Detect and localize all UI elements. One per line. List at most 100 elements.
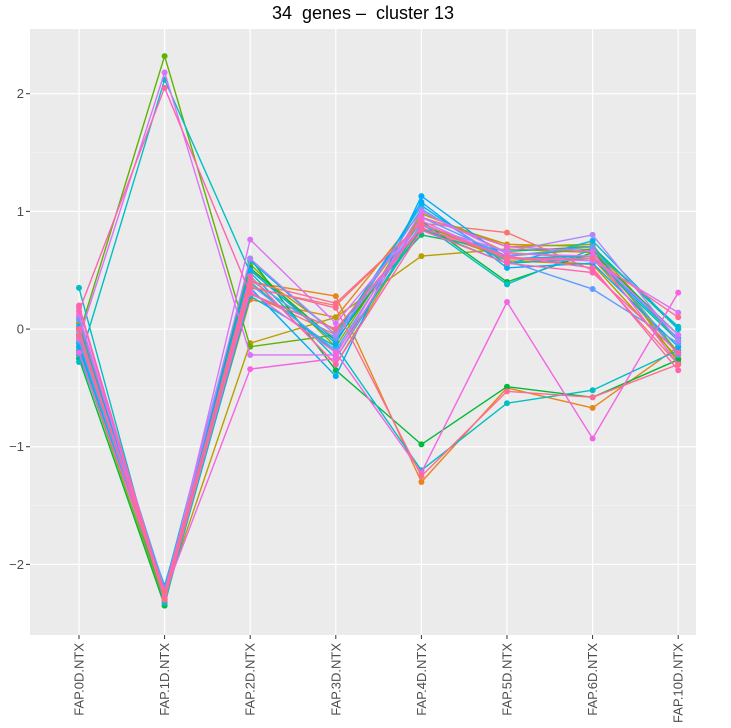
data-point xyxy=(675,349,682,356)
data-point xyxy=(418,253,425,260)
data-point xyxy=(332,293,339,300)
data-point xyxy=(332,326,339,333)
x-tick-label: FAP.3D.NTX xyxy=(328,643,343,716)
series-line xyxy=(78,287,679,604)
data-point xyxy=(332,349,339,356)
data-point xyxy=(504,298,510,305)
series-group xyxy=(76,53,682,609)
data-point xyxy=(247,255,254,262)
data-point xyxy=(675,326,682,333)
y-tick-label: 2 xyxy=(17,86,24,101)
data-point xyxy=(675,356,682,363)
grid-lines xyxy=(30,29,696,635)
x-tick-label: FAP.5D.NTX xyxy=(500,643,515,716)
data-point xyxy=(332,331,339,338)
data-point xyxy=(675,314,682,321)
data-point xyxy=(675,289,682,296)
series-line xyxy=(78,286,679,601)
data-point xyxy=(589,243,596,250)
data-point xyxy=(247,236,254,243)
series-line xyxy=(78,216,679,595)
data-point xyxy=(589,237,596,244)
data-point xyxy=(161,69,168,76)
series-28 xyxy=(76,283,682,603)
data-point xyxy=(504,243,510,250)
data-point xyxy=(589,255,596,262)
data-point xyxy=(504,383,510,390)
data-point xyxy=(589,387,596,394)
data-point xyxy=(589,394,596,401)
data-point xyxy=(161,84,168,91)
data-point xyxy=(247,351,254,358)
data-point xyxy=(418,441,425,448)
plot-panel xyxy=(30,29,696,635)
data-point xyxy=(418,198,425,205)
series-line xyxy=(78,229,679,597)
data-point xyxy=(675,337,682,344)
data-point xyxy=(675,331,682,338)
data-point xyxy=(418,473,425,480)
data-point xyxy=(76,333,82,340)
data-point xyxy=(504,229,510,236)
data-point xyxy=(332,304,339,311)
series-29 xyxy=(76,220,682,595)
data-point xyxy=(504,264,510,271)
series-line xyxy=(78,222,679,593)
data-point xyxy=(589,435,596,442)
data-point xyxy=(76,326,82,333)
data-point xyxy=(76,349,82,356)
data-point xyxy=(247,366,254,373)
data-point xyxy=(675,367,682,374)
data-point xyxy=(418,227,425,234)
y-axis: −2 −1 0 1 2 xyxy=(9,86,30,572)
data-point xyxy=(504,260,510,267)
data-point xyxy=(76,284,82,291)
x-tick-label: FAP.2D.NTX xyxy=(243,643,258,716)
data-point xyxy=(504,400,510,407)
data-point xyxy=(332,373,339,380)
series-line xyxy=(78,78,679,363)
data-point xyxy=(161,588,168,595)
data-point xyxy=(589,286,596,293)
data-point xyxy=(504,255,510,262)
data-point xyxy=(675,309,682,316)
data-point xyxy=(418,208,425,215)
data-point xyxy=(418,193,425,200)
data-point xyxy=(247,273,254,280)
x-tick-label: FAP.1D.NTX xyxy=(157,643,172,716)
data-point xyxy=(589,264,596,271)
x-tick-label: FAP.4D.NTX xyxy=(414,643,429,716)
series-line xyxy=(78,204,679,589)
y-tick-label: −2 xyxy=(9,557,24,572)
data-point xyxy=(332,320,339,327)
data-point xyxy=(332,355,339,362)
data-point xyxy=(504,388,510,395)
series-line xyxy=(78,87,679,371)
x-tick-label: FAP.0D.NTX xyxy=(72,643,87,716)
x-tick-label: FAP.6D.NTX xyxy=(585,643,600,716)
y-tick-label: 0 xyxy=(17,322,24,337)
data-point xyxy=(332,300,339,307)
data-point xyxy=(332,340,339,347)
series-line xyxy=(78,71,679,356)
data-point xyxy=(418,479,425,486)
chart-title: 34 genes – cluster 13 xyxy=(271,3,455,23)
data-point xyxy=(589,404,596,411)
data-point xyxy=(161,596,168,603)
data-point xyxy=(589,248,596,255)
x-axis: FAP.0D.NTX FAP.1D.NTX FAP.2D.NTX FAP.3D.NTX… xyxy=(72,635,686,723)
data-point xyxy=(589,269,596,276)
data-point xyxy=(76,302,82,309)
data-point xyxy=(332,314,339,321)
data-point xyxy=(161,53,168,60)
x-tick-label: FAP.10D.NTX xyxy=(671,643,686,723)
y-tick-label: −1 xyxy=(9,439,24,454)
data-point xyxy=(247,278,254,285)
data-point xyxy=(589,231,596,238)
data-point xyxy=(418,214,425,221)
data-point xyxy=(332,361,339,368)
y-tick-label: 1 xyxy=(17,204,24,219)
data-point xyxy=(504,281,510,288)
data-point xyxy=(247,267,254,274)
